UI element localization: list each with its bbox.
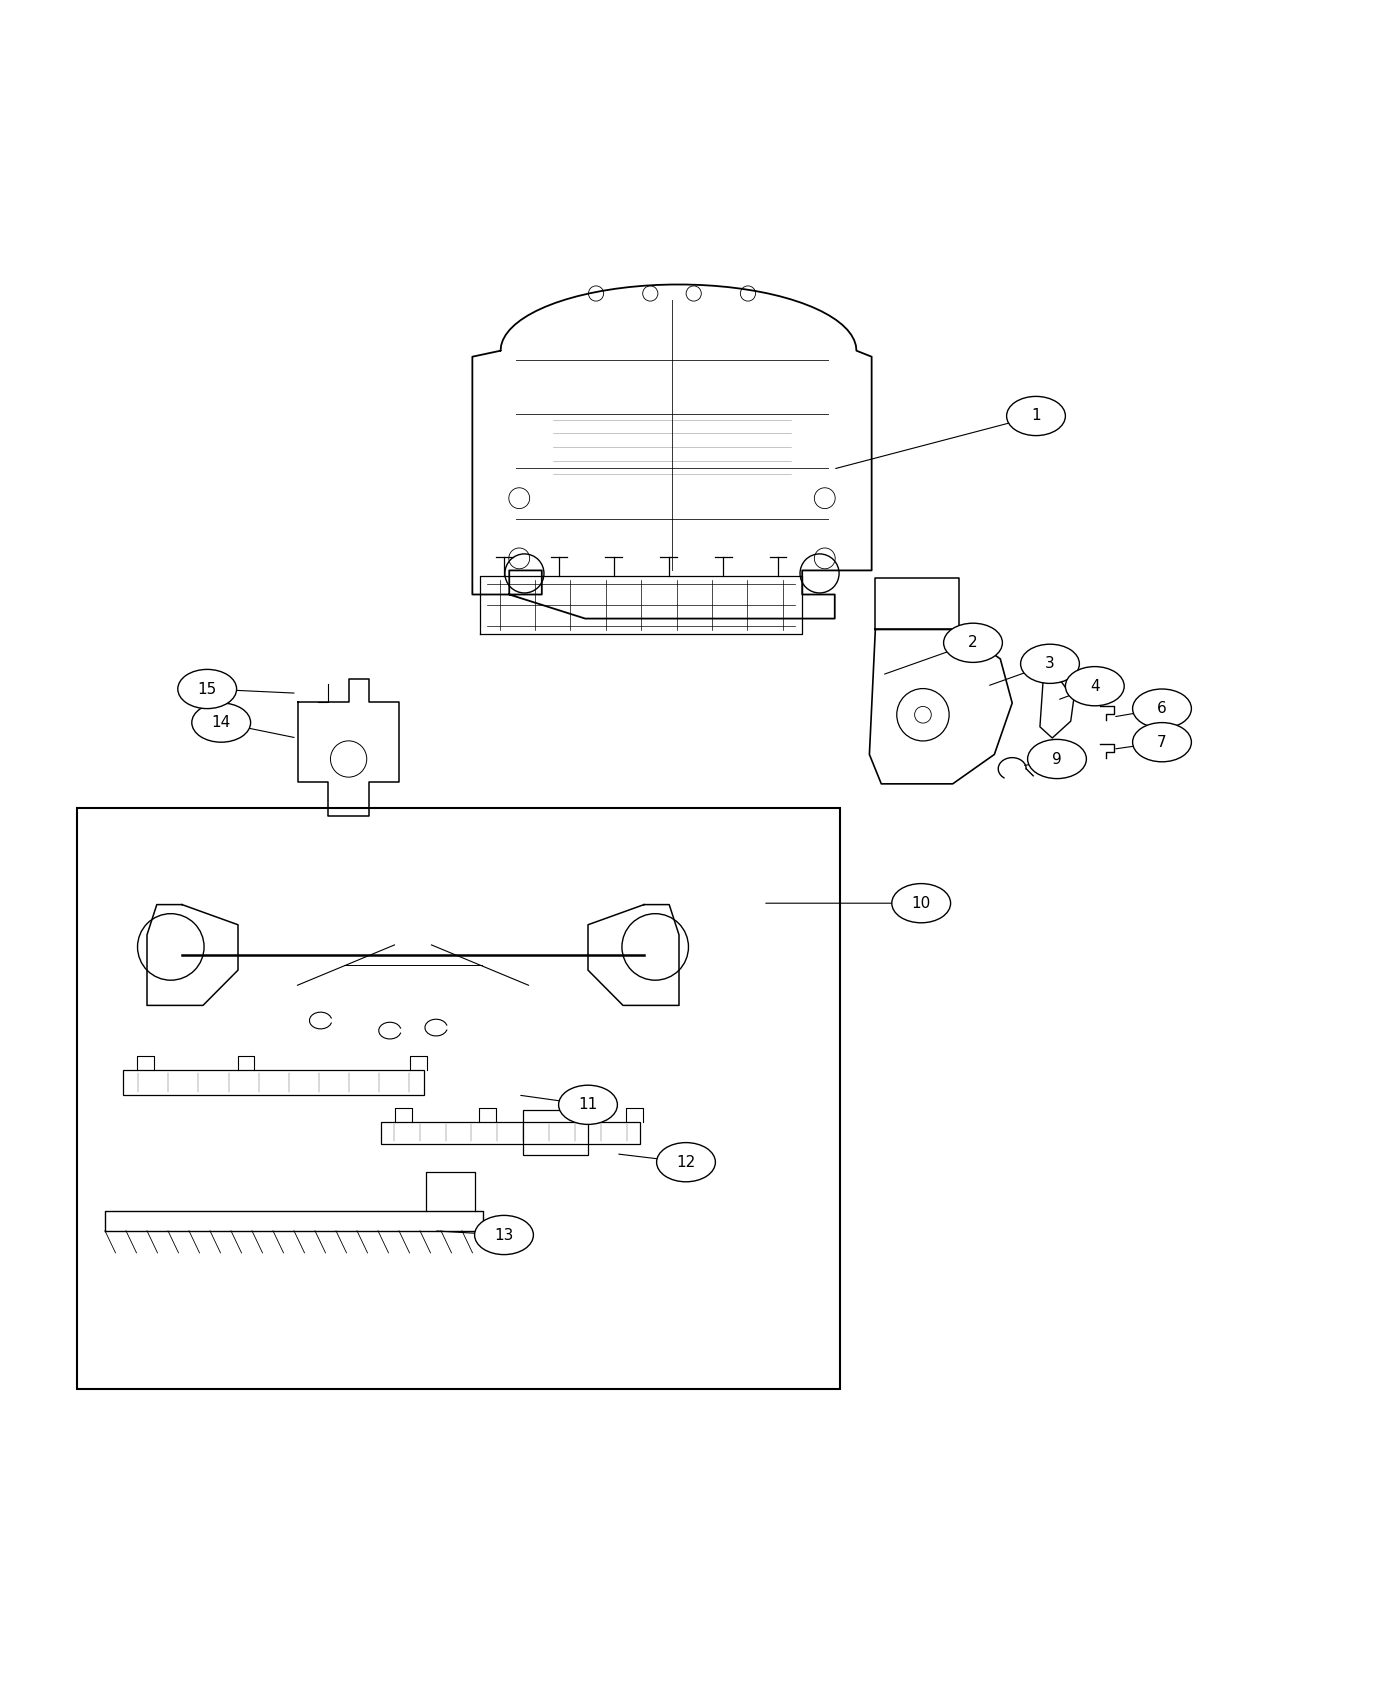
Text: 12: 12: [676, 1154, 696, 1170]
Bar: [77, 808, 840, 1389]
Bar: [123, 1069, 424, 1095]
Ellipse shape: [178, 670, 237, 709]
Text: 7: 7: [1158, 734, 1166, 750]
Text: 11: 11: [578, 1096, 598, 1112]
Text: 14: 14: [211, 716, 231, 729]
Text: 1: 1: [1032, 408, 1040, 423]
Ellipse shape: [1007, 396, 1065, 435]
Ellipse shape: [192, 704, 251, 743]
Ellipse shape: [1065, 666, 1124, 705]
Bar: [524, 1110, 588, 1156]
Ellipse shape: [892, 884, 951, 923]
Ellipse shape: [1133, 688, 1191, 728]
Ellipse shape: [559, 1085, 617, 1124]
Ellipse shape: [1133, 722, 1191, 762]
Ellipse shape: [944, 624, 1002, 663]
Text: 15: 15: [197, 682, 217, 697]
Ellipse shape: [1021, 644, 1079, 683]
Text: 9: 9: [1053, 751, 1061, 767]
Text: 2: 2: [969, 636, 977, 651]
Text: 4: 4: [1091, 678, 1099, 694]
Text: 3: 3: [1046, 656, 1054, 672]
Ellipse shape: [475, 1216, 533, 1255]
Text: 6: 6: [1158, 700, 1166, 716]
Text: 13: 13: [494, 1227, 514, 1243]
Text: 10: 10: [911, 896, 931, 911]
Ellipse shape: [1028, 740, 1086, 779]
Bar: [381, 1122, 640, 1144]
Ellipse shape: [657, 1142, 715, 1182]
